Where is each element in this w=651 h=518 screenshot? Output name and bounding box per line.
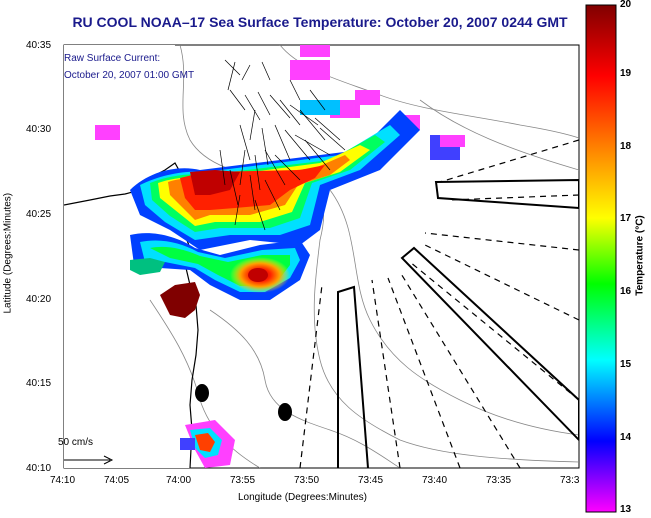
marker-oval	[195, 384, 209, 402]
x-tick: 74:00	[166, 475, 192, 486]
x-tick: 73:50	[294, 475, 320, 486]
colorbar-tick: 17	[620, 213, 632, 224]
y-axis-label: Latitude (Degrees:Minutes)	[2, 192, 14, 314]
y-tick: 40:30	[26, 124, 52, 135]
colorbar-tick: 16	[620, 286, 632, 297]
land-mass	[64, 45, 196, 468]
colorbar-tick: 14	[620, 432, 632, 443]
x-tick: 74:10	[50, 475, 76, 486]
marker-oval	[278, 403, 292, 421]
bathymetry-contours	[149, 45, 579, 468]
x-tick: 74:05	[104, 475, 130, 486]
colorbar	[585, 4, 617, 513]
colorbar-tick: 13	[620, 504, 632, 515]
colorbar-title: Temperature (°C)	[634, 215, 646, 296]
y-tick: 40:35	[26, 40, 52, 51]
x-axis-label: Longitude (Degrees:Minutes)	[238, 492, 367, 503]
scale-label: 50 cm/s	[58, 437, 94, 448]
x-tick: 73:40	[422, 475, 448, 486]
x-tick: 73:35	[486, 475, 512, 486]
colorbar-tick: 20	[620, 0, 632, 10]
y-tick: 40:20	[26, 294, 52, 305]
colorbar-tick: 15	[620, 359, 632, 370]
radial-dashed-lines	[299, 139, 579, 468]
sst-field	[95, 45, 465, 468]
colorbar-tick: 18	[620, 141, 632, 152]
colorbar-tick: 19	[620, 68, 632, 79]
y-tick: 40:15	[26, 378, 52, 389]
x-tick: 73:55	[230, 475, 256, 486]
raw-current-time: October 20, 2007 01:00 GMT	[64, 70, 195, 81]
x-tick: 73:45	[358, 475, 384, 486]
surface-current-vectors	[219, 59, 346, 231]
map-title: RU COOL NOAA–17 Sea Surface Temperature:…	[72, 14, 568, 30]
raw-current-label: Raw Surface Current:	[64, 53, 161, 64]
x-tick: 73:3	[560, 475, 580, 486]
y-tick: 40:25	[26, 209, 52, 220]
sampling-boxes	[337, 178, 579, 468]
y-tick: 40:10	[26, 463, 52, 474]
